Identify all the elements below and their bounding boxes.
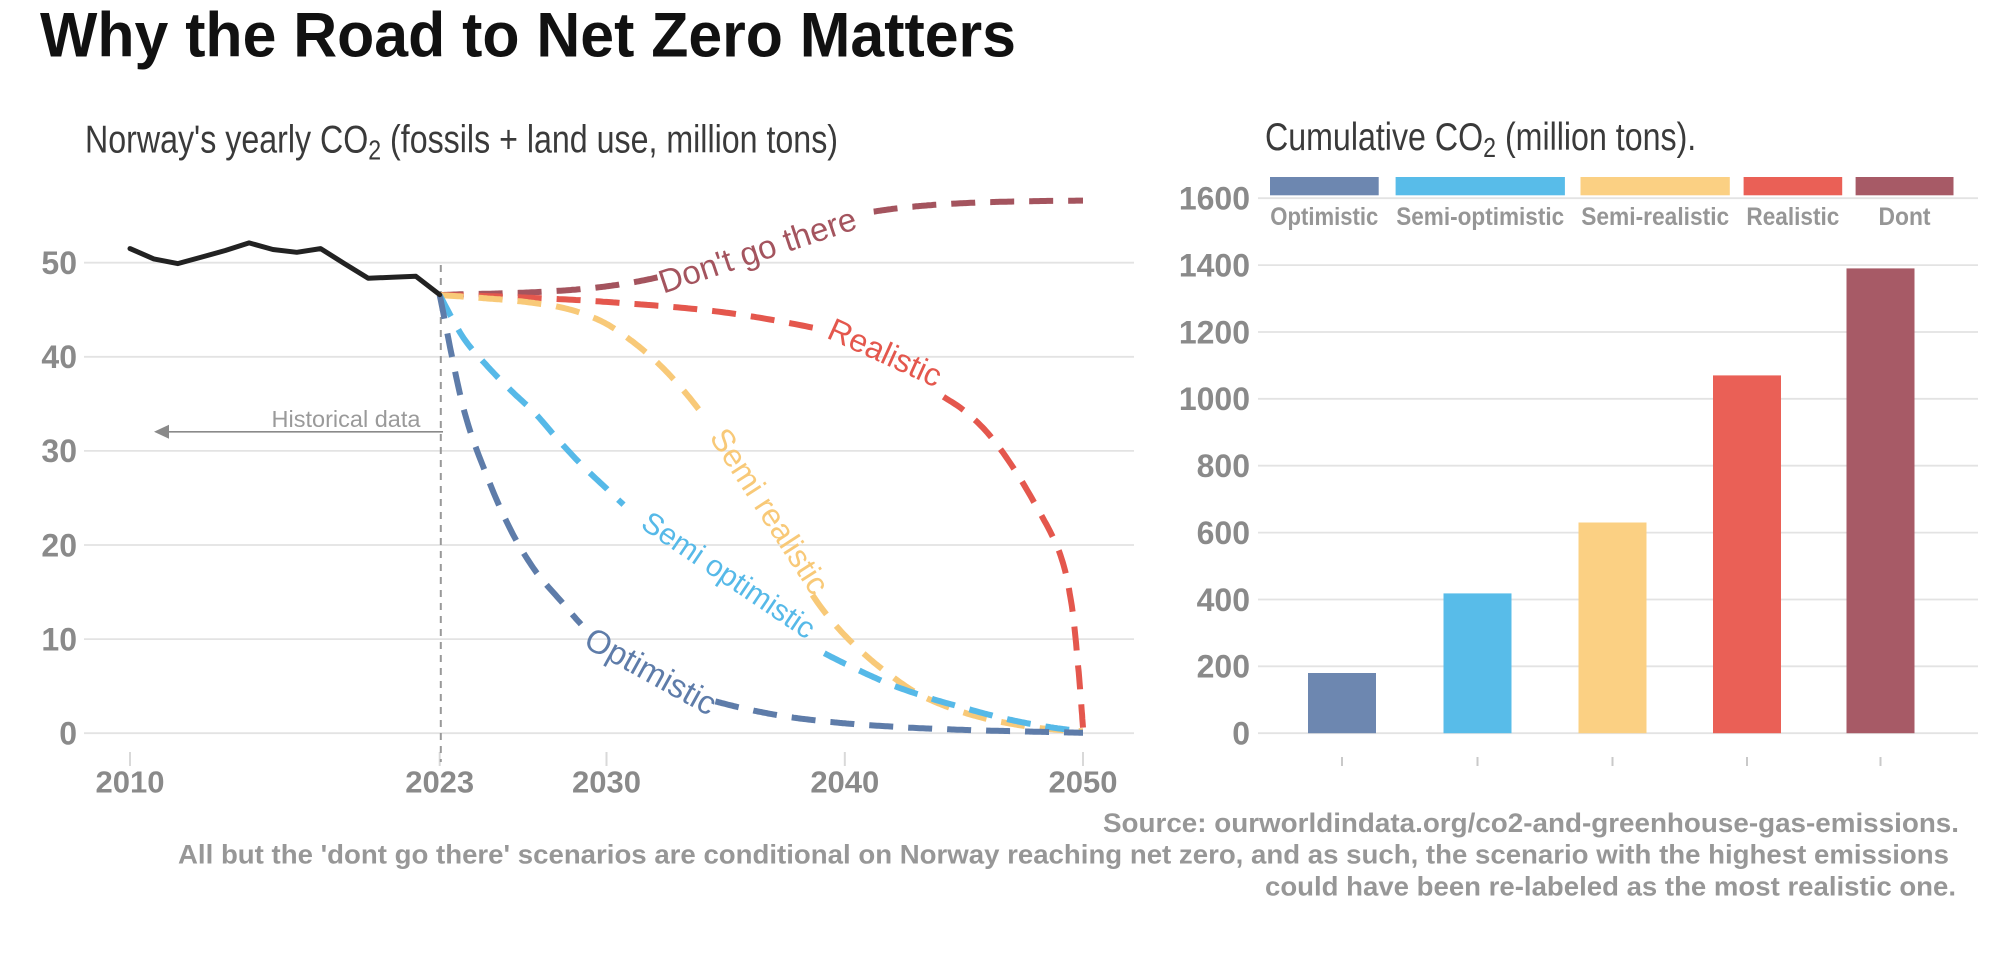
svg-text:Historical data: Historical data bbox=[272, 406, 422, 432]
svg-text:200: 200 bbox=[1197, 649, 1250, 685]
svg-text:600: 600 bbox=[1197, 515, 1250, 551]
svg-text:1000: 1000 bbox=[1179, 381, 1250, 417]
svg-text:0: 0 bbox=[1232, 716, 1250, 752]
svg-text:0: 0 bbox=[59, 716, 77, 752]
svg-text:Optimistic: Optimistic bbox=[1270, 203, 1378, 231]
svg-text:Cumulative CO2 (million tons).: Cumulative CO2 (million tons). bbox=[1265, 115, 1696, 163]
svg-text:Semi-optimistic: Semi-optimistic bbox=[1396, 203, 1564, 231]
svg-text:20: 20 bbox=[41, 527, 77, 563]
svg-text:2023: 2023 bbox=[405, 765, 474, 800]
svg-text:Why the Road to Net Zero Matte: Why the Road to Net Zero Matters bbox=[40, 1, 1016, 71]
svg-text:Source: ourworldindata.org/co2: Source: ourworldindata.org/co2-and-green… bbox=[1103, 808, 1959, 838]
svg-text:800: 800 bbox=[1197, 448, 1250, 484]
svg-text:2040: 2040 bbox=[810, 765, 879, 800]
svg-text:could have been re-labeled as: could have been re-labeled as the most r… bbox=[1265, 872, 1956, 902]
svg-text:10: 10 bbox=[41, 621, 77, 657]
svg-text:40: 40 bbox=[41, 339, 77, 375]
svg-text:1200: 1200 bbox=[1179, 314, 1250, 350]
svg-text:Norway's yearly CO2 (fossils +: Norway's yearly CO2 (fossils + land use,… bbox=[85, 118, 838, 166]
svg-text:2010: 2010 bbox=[96, 765, 165, 800]
svg-text:Dont: Dont bbox=[1879, 203, 1932, 231]
svg-text:Semi-realistic: Semi-realistic bbox=[1581, 203, 1729, 231]
svg-text:50: 50 bbox=[41, 245, 77, 281]
svg-text:30: 30 bbox=[41, 433, 77, 469]
svg-text:All but the 'dont go there' sc: All but the 'dont go there' scenarios ar… bbox=[178, 840, 1949, 870]
svg-text:Realistic: Realistic bbox=[1746, 203, 1839, 231]
svg-text:2030: 2030 bbox=[572, 765, 641, 800]
svg-text:1600: 1600 bbox=[1179, 181, 1250, 217]
svg-text:2050: 2050 bbox=[1049, 765, 1118, 800]
svg-text:400: 400 bbox=[1197, 582, 1250, 618]
svg-text:1400: 1400 bbox=[1179, 247, 1250, 283]
